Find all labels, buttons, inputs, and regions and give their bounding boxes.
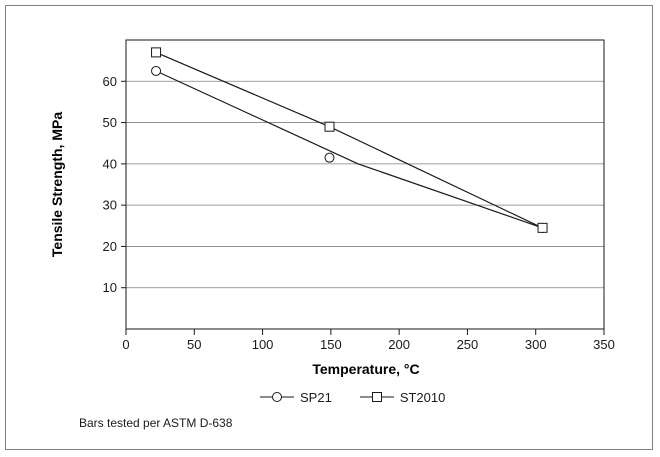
x-tick-label-0: 0 [122, 337, 129, 352]
x-tick-label-100: 100 [252, 337, 274, 352]
circle-marker-icon [260, 392, 294, 402]
legend-label-sp21: SP21 [300, 389, 332, 405]
y-tick-label-40: 40 [103, 156, 117, 171]
grid-lines [126, 80, 604, 289]
x-tick-label-150: 150 [320, 337, 342, 352]
x-tick-label-350: 350 [593, 337, 615, 352]
y-tick-label-20: 20 [103, 239, 117, 254]
square-marker-icon [359, 392, 394, 402]
x-axis-title: Temperature, °C [312, 361, 419, 377]
y-tick-label-60: 60 [103, 74, 117, 89]
point-st2010-0 [151, 47, 162, 58]
point-sp21-0 [151, 65, 162, 76]
y-tick-label-50: 50 [103, 115, 117, 130]
y-tick-label-30: 30 [103, 198, 117, 213]
x-tick-label-300: 300 [525, 337, 547, 352]
series-lines [151, 47, 548, 233]
plot-area [125, 39, 605, 330]
point-st2010-1 [324, 121, 335, 132]
series-line-sp21 [155, 70, 543, 229]
series-line-st2010 [155, 51, 543, 229]
x-tick-label-250: 250 [457, 337, 479, 352]
x-tick-label-50: 50 [187, 337, 201, 352]
x-tick-label-200: 200 [388, 337, 410, 352]
footnote: Bars tested per ASTM D-638 [79, 416, 233, 430]
y-axis-title: Tensile Strength, MPa [49, 112, 65, 257]
point-sp21-1 [324, 152, 335, 163]
point-st2010-2 [537, 222, 548, 233]
legend: SP21 ST2010 [260, 387, 473, 407]
legend-label-st2010: ST2010 [399, 389, 446, 405]
axis-ticks: 10 20 30 40 50 60 0 50 100 150 200 250 300 350 [103, 74, 615, 352]
legend-item-sp21: SP21 [260, 390, 332, 405]
y-tick-label-10: 10 [103, 280, 117, 295]
legend-item-st2010: ST2010 [359, 389, 446, 405]
